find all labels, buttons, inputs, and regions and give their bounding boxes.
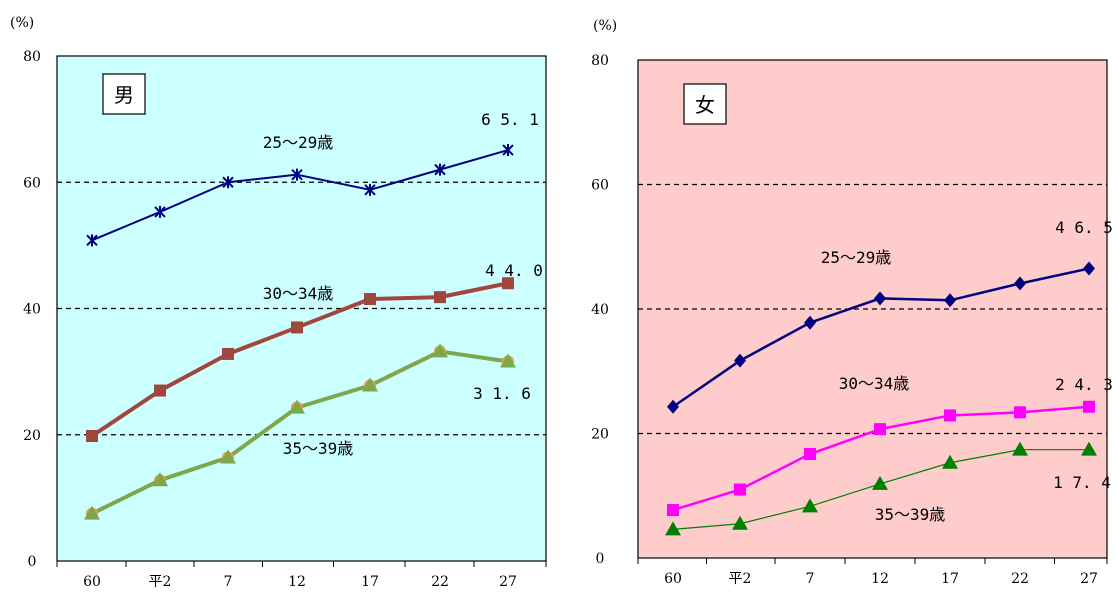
panel-label: 男 [114,83,134,107]
data-point [732,515,748,530]
value-annotation: 4 6. 5 [1055,218,1113,237]
series-label: 35〜39歳 [283,439,354,458]
data-point [944,409,956,422]
data-point [86,234,98,247]
value-annotation: 3 1. 6 [473,384,531,403]
x-tick-label: 27 [499,574,517,590]
chart-panel-2: 0 20 40 60 80 60 平2 7 12 17 22 27 (%) 女 25〜29歳 30〜34歳 35… [591,18,1113,587]
x-tick-label: 22 [431,574,449,590]
data-point-glyph [154,205,166,218]
x-tick-label: 平2 [149,574,172,590]
data-point [432,343,448,358]
data-point [1014,406,1026,419]
panel-label-box: 男 [102,73,146,115]
data-point [665,521,681,536]
data-point-glyph [364,183,376,196]
data-point [1083,261,1095,276]
y-tick-label: 60 [23,175,41,191]
data-point [502,277,514,290]
x-tick-label: 17 [361,574,379,590]
y-tick-label: 20 [591,427,609,443]
series-label: 30〜34歳 [839,374,910,393]
data-point [500,353,516,368]
data-point-glyph [502,144,514,157]
data-point [434,163,446,176]
data-point [667,504,679,517]
y-tick-label: 80 [591,53,609,69]
data-point [802,498,818,513]
y-tick-label: 80 [23,49,41,65]
y-tick-label: 0 [596,551,605,567]
panel-label: 女 [695,93,715,117]
x-tick-label: 60 [83,574,101,590]
data-point [222,176,234,189]
x-tick-label: 7 [224,574,233,590]
data-point [152,472,168,487]
y-tick-label: 40 [23,302,41,318]
x-tick-label: 17 [941,571,959,587]
data-point [364,183,376,196]
data-point [734,353,746,368]
value-annotation: 6 5. 1 [481,110,539,129]
data-point [734,483,746,496]
y-tick-label: 40 [591,302,609,318]
data-point [84,505,100,520]
data-point [502,144,514,157]
x-tick-label: 7 [806,571,815,587]
series-label: 25〜29歳 [263,133,334,152]
data-point [804,315,816,330]
panel-label-frame [102,73,146,115]
data-point [434,291,446,304]
panel-label-frame [683,83,727,125]
series-label: 35〜39歳 [875,505,946,524]
x-tick-label: 12 [871,571,889,587]
y-tick-label: 60 [591,178,609,194]
data-point [289,399,305,414]
data-point-glyph [222,176,234,189]
data-point [1083,400,1095,413]
chart-panel-1: 0 20 40 60 80 60 平2 7 12 17 22 27 (%) 男 25〜29歳 30〜34歳 35… [10,15,547,590]
data-point [154,205,166,218]
series-label: 25〜29歳 [821,248,892,267]
value-annotation: 4 4. 0 [485,261,543,280]
data-point [942,454,958,469]
data-point [804,448,816,461]
y-unit-label: (%) [593,18,617,34]
y-unit-label: (%) [10,15,34,31]
data-point [291,321,303,334]
data-point [1012,441,1028,456]
value-annotation: 2 4. 3 [1055,375,1113,394]
data-point [944,293,956,308]
x-tick-label: 12 [288,574,306,590]
x-tick-label: 27 [1080,571,1098,587]
x-tick-label: 22 [1011,571,1029,587]
data-point [86,430,98,443]
data-point-glyph [291,168,303,181]
value-annotation: 1 7. 4 [1053,473,1111,492]
data-point [362,377,378,392]
data-point [364,293,376,306]
data-point [667,399,679,414]
data-point [874,291,886,306]
data-point [222,347,234,360]
data-point [154,384,166,397]
series-label: 30〜34歳 [263,284,334,303]
data-point-glyph [86,234,98,247]
y-tick-label: 0 [28,554,37,570]
panel-label-box: 女 [683,83,727,125]
data-point [291,168,303,181]
x-tick-label: 平2 [729,571,752,587]
y-tick-label: 20 [23,428,41,444]
data-point [874,423,886,436]
data-point [1014,276,1026,291]
data-point [1081,441,1097,456]
x-tick-label: 60 [664,571,682,587]
data-point [872,475,888,490]
data-point [220,449,236,464]
data-point-glyph [434,163,446,176]
